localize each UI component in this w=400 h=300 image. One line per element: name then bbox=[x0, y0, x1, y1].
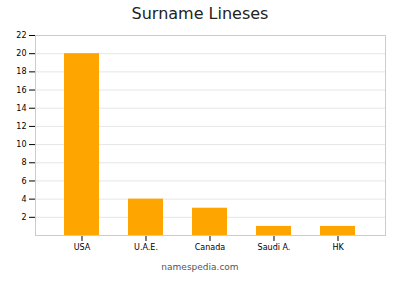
svg-text:2: 2 bbox=[21, 213, 26, 222]
html-text:namespedia.com: namespedia.com bbox=[161, 262, 239, 272]
svg-text:10: 10 bbox=[16, 140, 26, 149]
svg-text:USA: USA bbox=[74, 243, 91, 252]
svg-text:12: 12 bbox=[16, 122, 26, 131]
svg-text:Saudi A.: Saudi A. bbox=[258, 243, 291, 252]
svg-text:Canada: Canada bbox=[195, 243, 226, 252]
svg-text:8: 8 bbox=[21, 158, 26, 167]
svg-text:22: 22 bbox=[16, 31, 26, 40]
html-text:Surname Lineses: Surname Lineses bbox=[131, 4, 269, 23]
svg-text:16: 16 bbox=[16, 86, 26, 95]
svg-text:U.A.E.: U.A.E. bbox=[134, 243, 158, 252]
svg-text:HK: HK bbox=[332, 243, 344, 252]
svg-text:20: 20 bbox=[16, 49, 26, 58]
svg-text:4: 4 bbox=[21, 195, 26, 204]
svg-text:18: 18 bbox=[16, 67, 26, 76]
svg-text:14: 14 bbox=[16, 104, 26, 113]
svg-text:6: 6 bbox=[21, 177, 26, 186]
